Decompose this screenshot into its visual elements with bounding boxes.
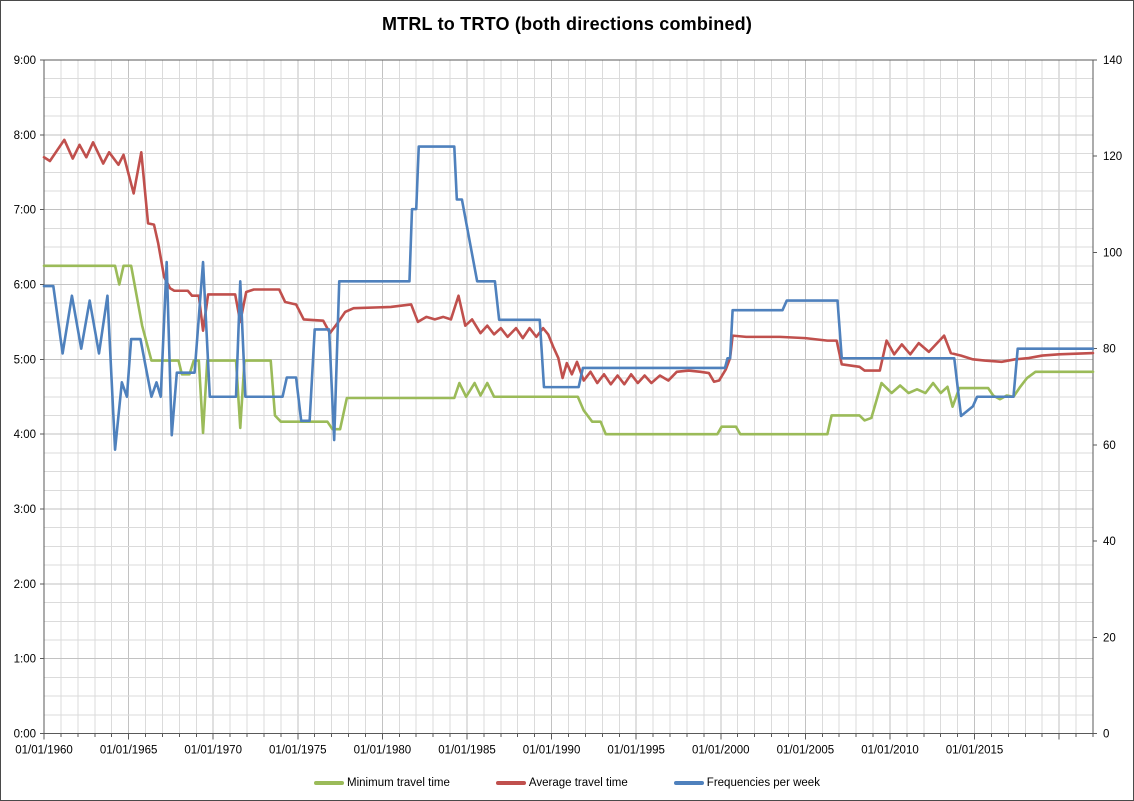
x-tick-label: 01/01/1965 [100,745,158,757]
x-tick-label: 01/01/1975 [269,745,327,757]
y-left-tick-label: 9:00 [14,55,36,67]
y-left-tick-label: 7:00 [14,205,36,217]
x-tick-label: 01/01/2015 [946,745,1004,757]
series-line-frequencies-per-week [42,145,1095,451]
y-left-tick-label: 4:00 [14,429,36,441]
legend-item-frequencies-per-week: Frequencies per week [673,777,820,789]
y-right-tick-label: 80 [1103,344,1116,356]
legend-swatch-frequencies-icon [673,781,704,785]
legend-label-average: Average travel time [528,777,628,789]
y-right-tick-label: 120 [1103,151,1122,163]
chart-title: MTRL to TRTO (both directions combined) [381,14,753,34]
y-left-tick-label: 2:00 [14,579,36,591]
y-axis-right-labels: 0 20 40 60 80 100 120 140 [1103,55,1122,741]
legend-label-frequencies: Frequencies per week [706,777,820,789]
y-axis-left-labels: 0:00 1:00 2:00 3:00 4:00 5:00 6:00 7:00 8:00 9:00 [14,55,36,741]
x-tick-label: 01/01/2005 [777,745,835,757]
x-tick-label: 01/01/1990 [523,745,581,757]
y-left-tick-label: 5:00 [14,354,36,366]
y-left-tick-label: 1:00 [14,654,36,666]
x-tick-label: 01/01/2010 [861,745,919,757]
y-left-tick-label: 0:00 [14,729,36,741]
x-tick-label: 01/01/1980 [354,745,412,757]
legend: Minimum travel time Average travel time … [1,777,1133,789]
y-right-tick-label: 60 [1103,440,1116,452]
x-tick-label: 01/01/1960 [15,745,73,757]
axis-ticks [40,59,1097,740]
x-tick-label: 01/01/1995 [607,745,665,757]
x-tick-label: 01/01/1985 [438,745,496,757]
x-tick-label: 01/01/1970 [184,745,242,757]
y-right-tick-label: 100 [1103,247,1122,259]
legend-item-minimum-travel-time: Minimum travel time [314,777,450,789]
y-right-tick-label: 40 [1103,536,1116,548]
legend-item-average-travel-time: Average travel time [495,777,628,789]
y-left-tick-label: 3:00 [14,504,36,516]
y-right-tick-label: 0 [1103,729,1109,741]
y-left-tick-label: 6:00 [14,280,36,292]
y-right-tick-label: 20 [1103,632,1116,644]
legend-swatch-minimum-icon [314,781,345,785]
x-tick-label: 01/01/2000 [692,745,750,757]
y-left-tick-label: 8:00 [14,130,36,142]
legend-swatch-average-icon [495,781,526,785]
series-line-minimum-travel-time [42,264,1095,436]
legend-label-minimum: Minimum travel time [347,777,450,789]
x-axis-labels: 01/01/1960 01/01/1965 01/01/1970 01/01/1975… [15,745,1003,757]
y-right-tick-label: 140 [1103,55,1122,67]
